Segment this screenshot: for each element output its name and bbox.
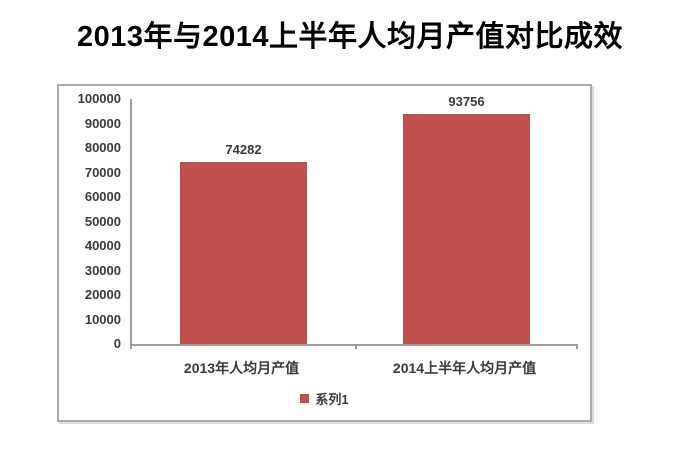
y-tick-label: 80000 xyxy=(84,140,121,155)
legend: 系列1 xyxy=(59,389,590,408)
y-tick-label: 10000 xyxy=(84,311,121,327)
bar xyxy=(403,114,530,344)
y-tick-label: 70000 xyxy=(84,164,121,180)
y-tick-label: 50000 xyxy=(84,213,121,229)
bar-value-label: 93756 xyxy=(448,94,485,109)
x-axis-tick xyxy=(355,344,357,349)
legend-series-label: 系列1 xyxy=(315,392,349,407)
x-category-label: 2013年人均月产值 xyxy=(183,360,300,376)
y-tick-label: 60000 xyxy=(84,189,121,204)
x-axis-tick xyxy=(130,344,132,349)
y-tick-label: 30000 xyxy=(84,262,121,278)
legend-series-marker-icon xyxy=(300,394,310,403)
x-category-label: 2014上半年人均月产值 xyxy=(392,360,537,376)
y-tick-label: 40000 xyxy=(84,238,121,253)
y-tick-label: 20000 xyxy=(84,287,121,302)
bar-value-label: 74282 xyxy=(225,142,262,157)
x-axis-tick xyxy=(576,344,578,349)
y-tick-label: 90000 xyxy=(84,115,121,131)
y-tick-label: 0 xyxy=(113,336,121,351)
page-title: 2013年与2014上半年人均月产值对比成效 xyxy=(76,21,624,53)
y-tick-label: 100000 xyxy=(77,91,121,106)
bar xyxy=(180,162,307,344)
plot-area: 74282 93756 xyxy=(130,94,578,349)
chart-frame: 100000 90000 80000 70000 60000 50000 40000 3000… xyxy=(57,84,592,422)
